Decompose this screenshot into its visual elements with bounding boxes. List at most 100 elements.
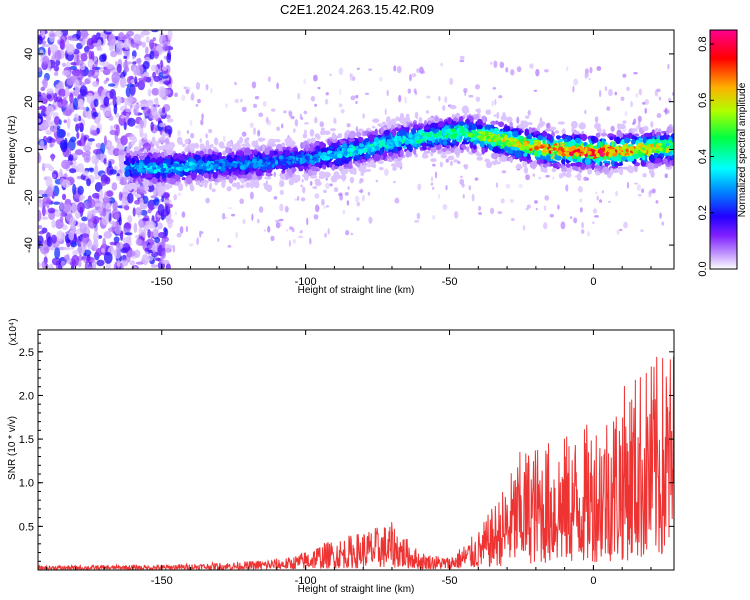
spectrogram-cell bbox=[162, 163, 167, 169]
spectrogram-cell bbox=[61, 179, 71, 188]
spectrogram-cell bbox=[328, 162, 333, 168]
spectrogram-cell bbox=[148, 169, 155, 173]
spectrogram-cell bbox=[568, 150, 574, 156]
spectrogram-cell bbox=[83, 153, 91, 163]
spectrogram-cell bbox=[413, 148, 417, 155]
spectrogram-cell bbox=[196, 237, 200, 246]
spectrogram-cell bbox=[91, 259, 97, 269]
spectrogram-cell bbox=[72, 250, 78, 256]
spectrogram-cell bbox=[586, 177, 589, 181]
spectrogram-cell bbox=[157, 145, 165, 151]
spectrogram-cell bbox=[149, 204, 154, 211]
spectrogram-cell bbox=[598, 157, 604, 161]
spectrogram-cell bbox=[152, 37, 156, 42]
spectrogram-cell bbox=[154, 237, 161, 244]
spectrogram-cell bbox=[137, 176, 142, 185]
spectrogram-cell bbox=[408, 134, 413, 139]
spectrogram-cell bbox=[108, 115, 114, 121]
spectrogram-cell bbox=[125, 108, 132, 113]
spectrogram-cell bbox=[167, 174, 171, 178]
spectrogram-cell bbox=[139, 100, 148, 104]
spectrogram-cell bbox=[38, 230, 45, 235]
spectrogram-cell bbox=[256, 218, 260, 224]
spectrogram-cell bbox=[84, 261, 89, 269]
spectrogram-cell bbox=[620, 132, 624, 138]
spectrogram-cell bbox=[273, 196, 278, 200]
spectrogram-cell bbox=[447, 117, 453, 125]
spectrogram-cell bbox=[414, 111, 419, 119]
spectrogram-cell bbox=[194, 163, 198, 168]
spectrogram-cell bbox=[570, 120, 578, 129]
spectrogram-cell bbox=[251, 213, 254, 221]
spectrogram-cell bbox=[64, 86, 70, 98]
spectrogram-cell bbox=[142, 195, 149, 204]
spectrogram-cell bbox=[102, 207, 107, 218]
spectrogram-cell bbox=[219, 162, 223, 167]
spectrogram-cell bbox=[468, 94, 474, 98]
spectrogram-cell bbox=[150, 121, 154, 132]
spectrogram-cell bbox=[252, 127, 257, 136]
spectrogram-cell bbox=[474, 177, 479, 181]
spectrogram-cell bbox=[386, 123, 392, 130]
spectrogram-cell bbox=[140, 120, 144, 129]
spectrogram-cell bbox=[168, 84, 173, 89]
spectrogram-cell bbox=[641, 188, 645, 194]
spectrogram-cell bbox=[340, 109, 345, 114]
spectrogram-cell bbox=[41, 205, 46, 217]
spectrogram-cell bbox=[630, 168, 635, 172]
spectrogram-cell bbox=[102, 237, 106, 250]
spectrogram-cell bbox=[125, 112, 130, 118]
spectrogram-cell bbox=[625, 152, 630, 156]
spectrogram-cell bbox=[92, 64, 96, 76]
spectrogram-cell bbox=[76, 131, 80, 139]
spectrogram-cell bbox=[126, 146, 131, 154]
spectrogram-cell bbox=[636, 184, 641, 191]
spectrogram-cell bbox=[380, 155, 384, 160]
spectrogram-cell bbox=[362, 113, 365, 119]
spectrogram-cell bbox=[537, 124, 541, 132]
spectrogram-cell bbox=[240, 98, 243, 103]
spectrogram-cell bbox=[135, 261, 145, 265]
spectrogram-cell bbox=[267, 76, 271, 83]
spectrogram-cell bbox=[59, 168, 63, 177]
spectrogram-cell bbox=[325, 177, 328, 181]
spectrogram-cell bbox=[288, 111, 293, 117]
spectrogram-cell bbox=[670, 155, 674, 159]
spectrogram-cell bbox=[304, 144, 309, 152]
top-y-tick-label: 20 bbox=[23, 96, 35, 108]
spectrogram-cell bbox=[265, 172, 273, 177]
spectrogram-cell bbox=[200, 231, 204, 235]
spectrogram-cell bbox=[484, 124, 491, 131]
top-x-tick-label: -100 bbox=[295, 276, 317, 288]
spectrogram-cell bbox=[408, 123, 414, 128]
spectrogram-cell bbox=[393, 65, 397, 72]
spectrogram-cell bbox=[345, 229, 350, 236]
spectrogram-cell bbox=[374, 128, 378, 137]
spectrogram-cell bbox=[437, 121, 445, 128]
spectrogram-cell bbox=[113, 212, 120, 220]
spectrogram-cell bbox=[97, 111, 101, 123]
spectrogram-cell bbox=[123, 55, 128, 60]
spectrogram-cell bbox=[38, 209, 42, 222]
spectrogram-cell bbox=[143, 132, 148, 141]
spectrogram-cell bbox=[626, 181, 630, 189]
spectrogram-cell bbox=[281, 146, 287, 151]
spectrogram-cell bbox=[77, 260, 82, 268]
spectrogram-cell bbox=[475, 108, 480, 112]
spectrogram-cell bbox=[477, 124, 483, 130]
spectrogram-cell bbox=[307, 169, 313, 177]
spectrogram-cell bbox=[309, 237, 312, 245]
spectrogram-cell bbox=[205, 139, 210, 147]
spectrogram-cell bbox=[610, 125, 615, 132]
spectrogram-cell bbox=[162, 192, 171, 199]
spectrogram-cell bbox=[118, 216, 122, 226]
spectrogram-cell bbox=[659, 135, 666, 141]
chart-title: C2E1.2024.263.15.42.R09 bbox=[280, 2, 434, 17]
spectrogram-cell bbox=[231, 144, 239, 152]
spectrogram-cell bbox=[197, 160, 202, 166]
spectrogram-cell bbox=[185, 177, 193, 185]
spectrogram-cell bbox=[384, 142, 388, 146]
spectrogram-cell bbox=[108, 227, 116, 232]
spectrogram-cell bbox=[417, 183, 422, 191]
spectrogram-cell bbox=[392, 166, 397, 172]
